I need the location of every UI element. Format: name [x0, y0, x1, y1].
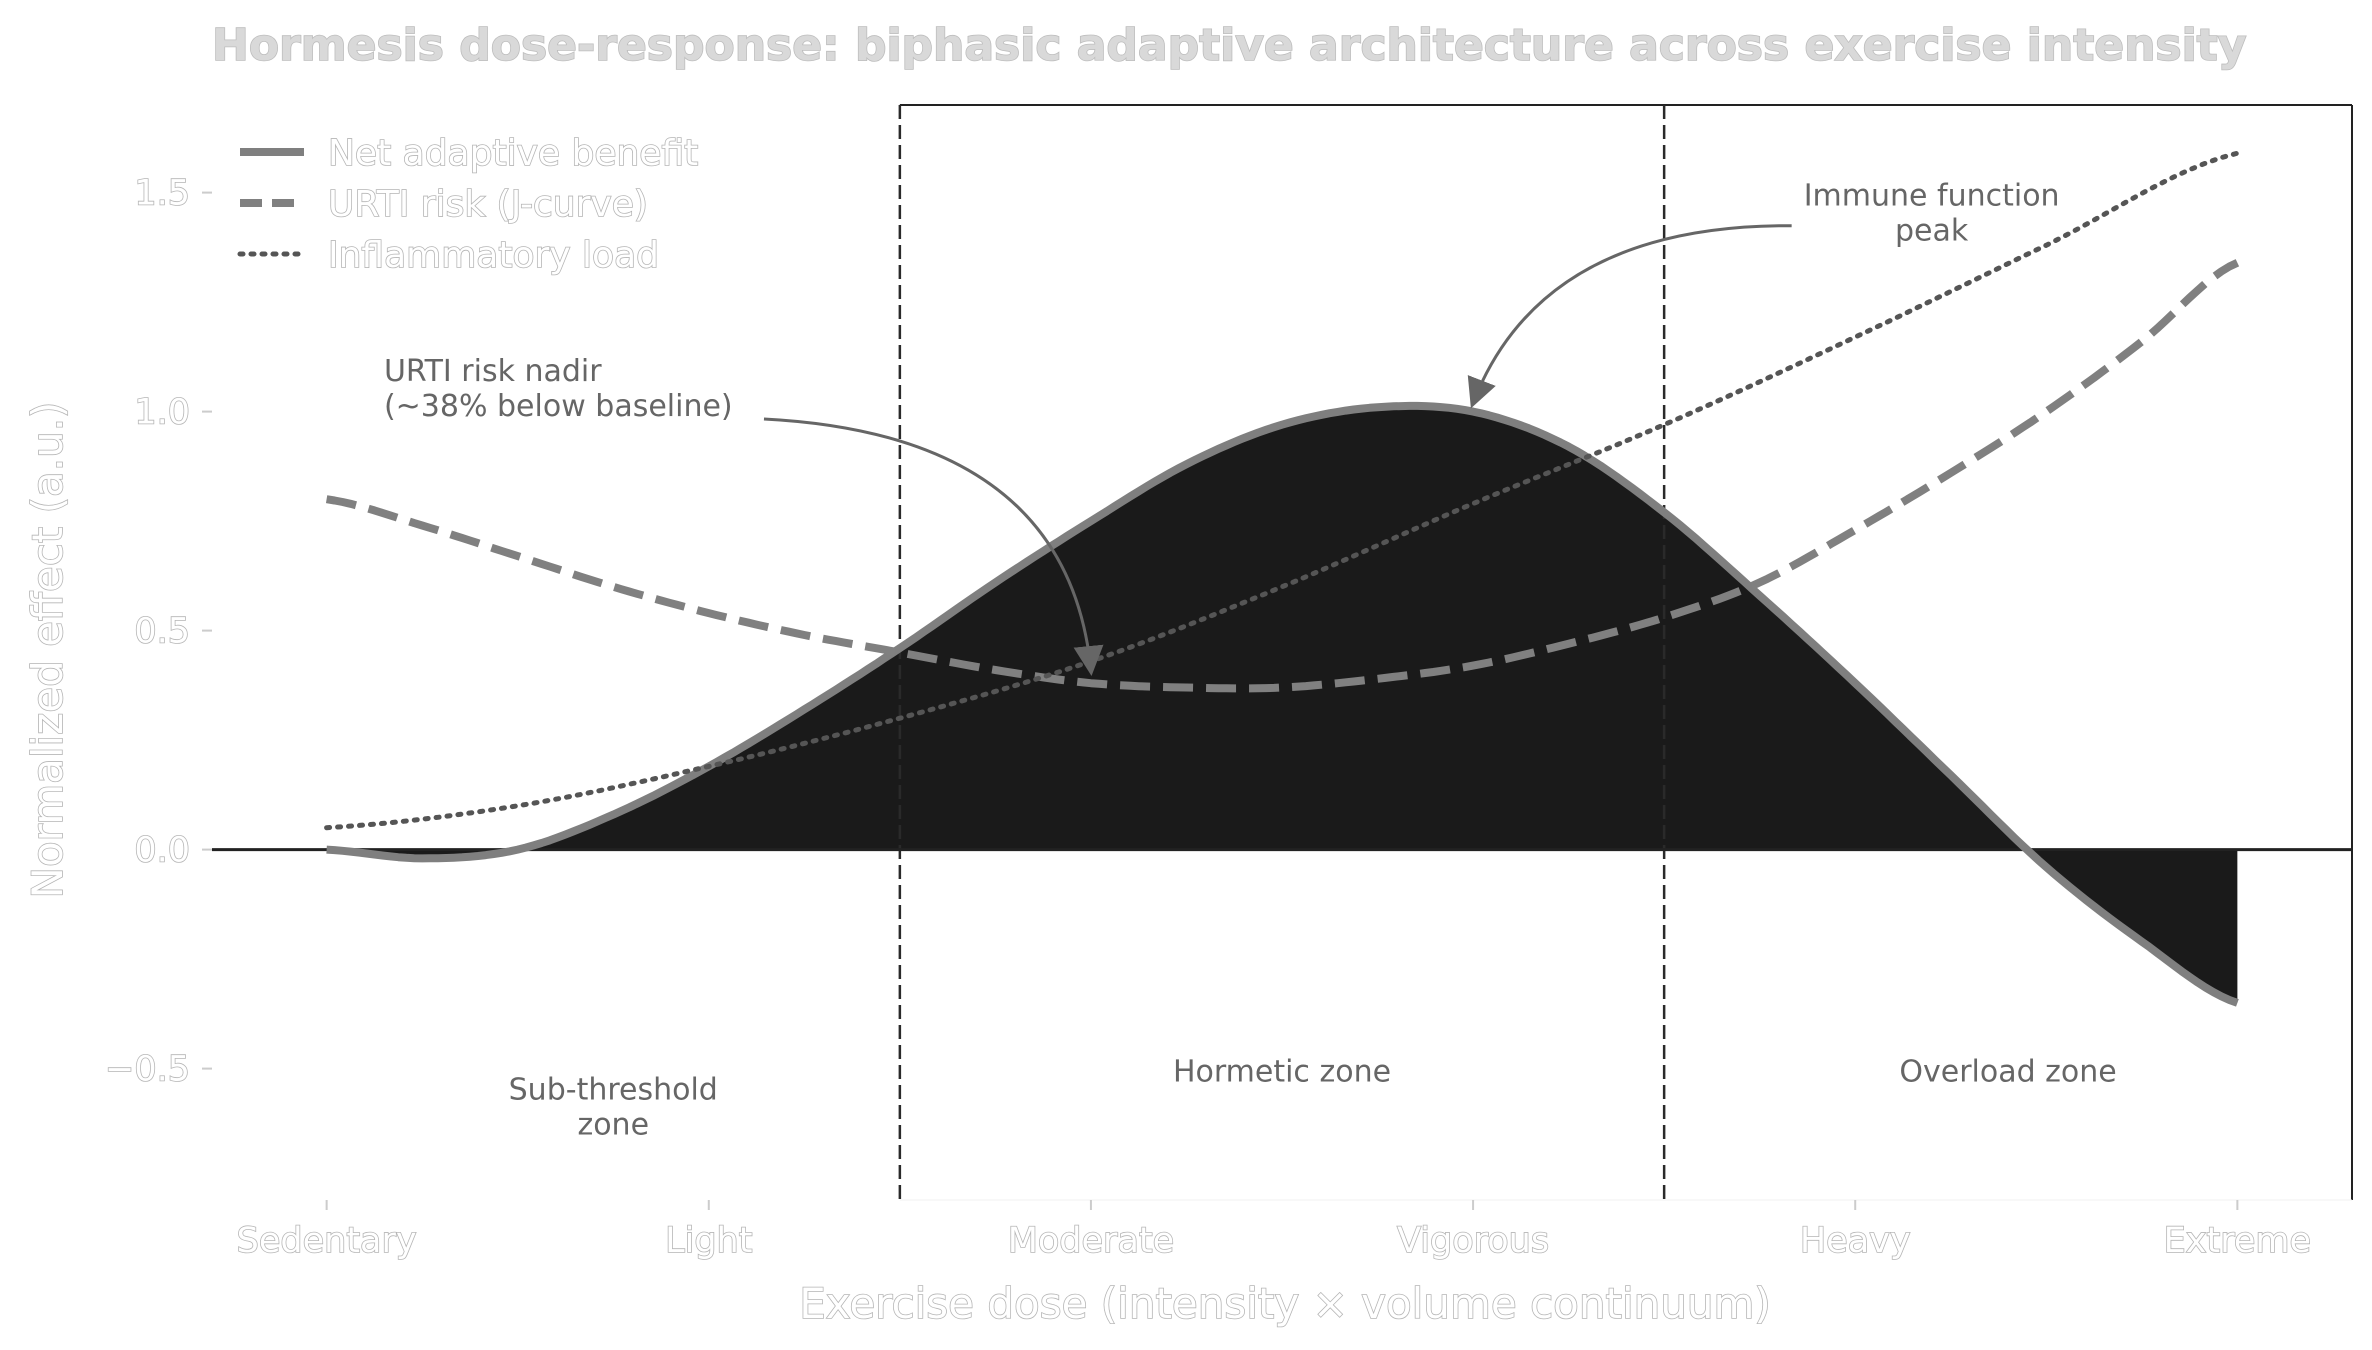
legend-label-2: URTI risk (J-curve): [328, 184, 648, 225]
x-tick-label: Moderate: [1008, 1221, 1174, 1261]
x-tick-label: Heavy: [1800, 1221, 1911, 1261]
plot-area: [212, 104, 2353, 1201]
y-axis-label: Normalized effect (a.u.): [23, 402, 72, 899]
legend-label-3: Inflammatory load: [328, 235, 659, 276]
annotation-arrow-1: [763, 417, 1104, 676]
y-tick-label: 1.5: [134, 174, 190, 214]
annotation-2: Immune function peak: [1804, 179, 2060, 249]
x-tick-label: Extreme: [2164, 1221, 2311, 1261]
zone-label-3: Overload zone: [1899, 1055, 2116, 1090]
chart-title: Hormesis dose-response: biphasic adaptiv…: [212, 20, 2246, 71]
annotation-1: URTI risk nadir (~38% below baseline): [384, 354, 733, 424]
x-tick-label: Sedentary: [237, 1221, 417, 1261]
annotations: Sub-threshold zone Hormetic zone Overload z…: [384, 179, 2117, 1143]
series-line-1: [326, 401, 2239, 1007]
y-tick-label: 0.5: [134, 612, 190, 652]
y-tick-label: −0.5: [105, 1050, 190, 1090]
annotation-arrow-2: [1467, 224, 1792, 409]
y-axis-ticks: −0.5 0.0 0.5 1.0 1.5: [104, 173, 212, 1090]
series-line-2: [325, 259, 2240, 693]
x-tick-label: Vigorous: [1397, 1221, 1549, 1261]
y-tick-label: 0.0: [134, 831, 190, 871]
benefit-fill-area: [326, 405, 2238, 1003]
x-axis-ticks: Sedentary Light Moderate Vigorous Heavy Extre…: [236, 1200, 2312, 1262]
y-tick-label: 1.0: [134, 393, 190, 433]
x-tick-label: Light: [665, 1221, 752, 1261]
zone-label-2: Hormetic zone: [1173, 1055, 1391, 1090]
series-line-3: [324, 150, 2240, 831]
legend: Net adaptive benefit URTI risk (J-curve) I…: [237, 132, 699, 277]
zone-label-1: Sub-threshold zone: [509, 1072, 718, 1142]
legend-label-1: Net adaptive benefit: [328, 133, 698, 174]
x-axis-label: Exercise dose (intensity × volume contin…: [799, 1279, 1771, 1328]
